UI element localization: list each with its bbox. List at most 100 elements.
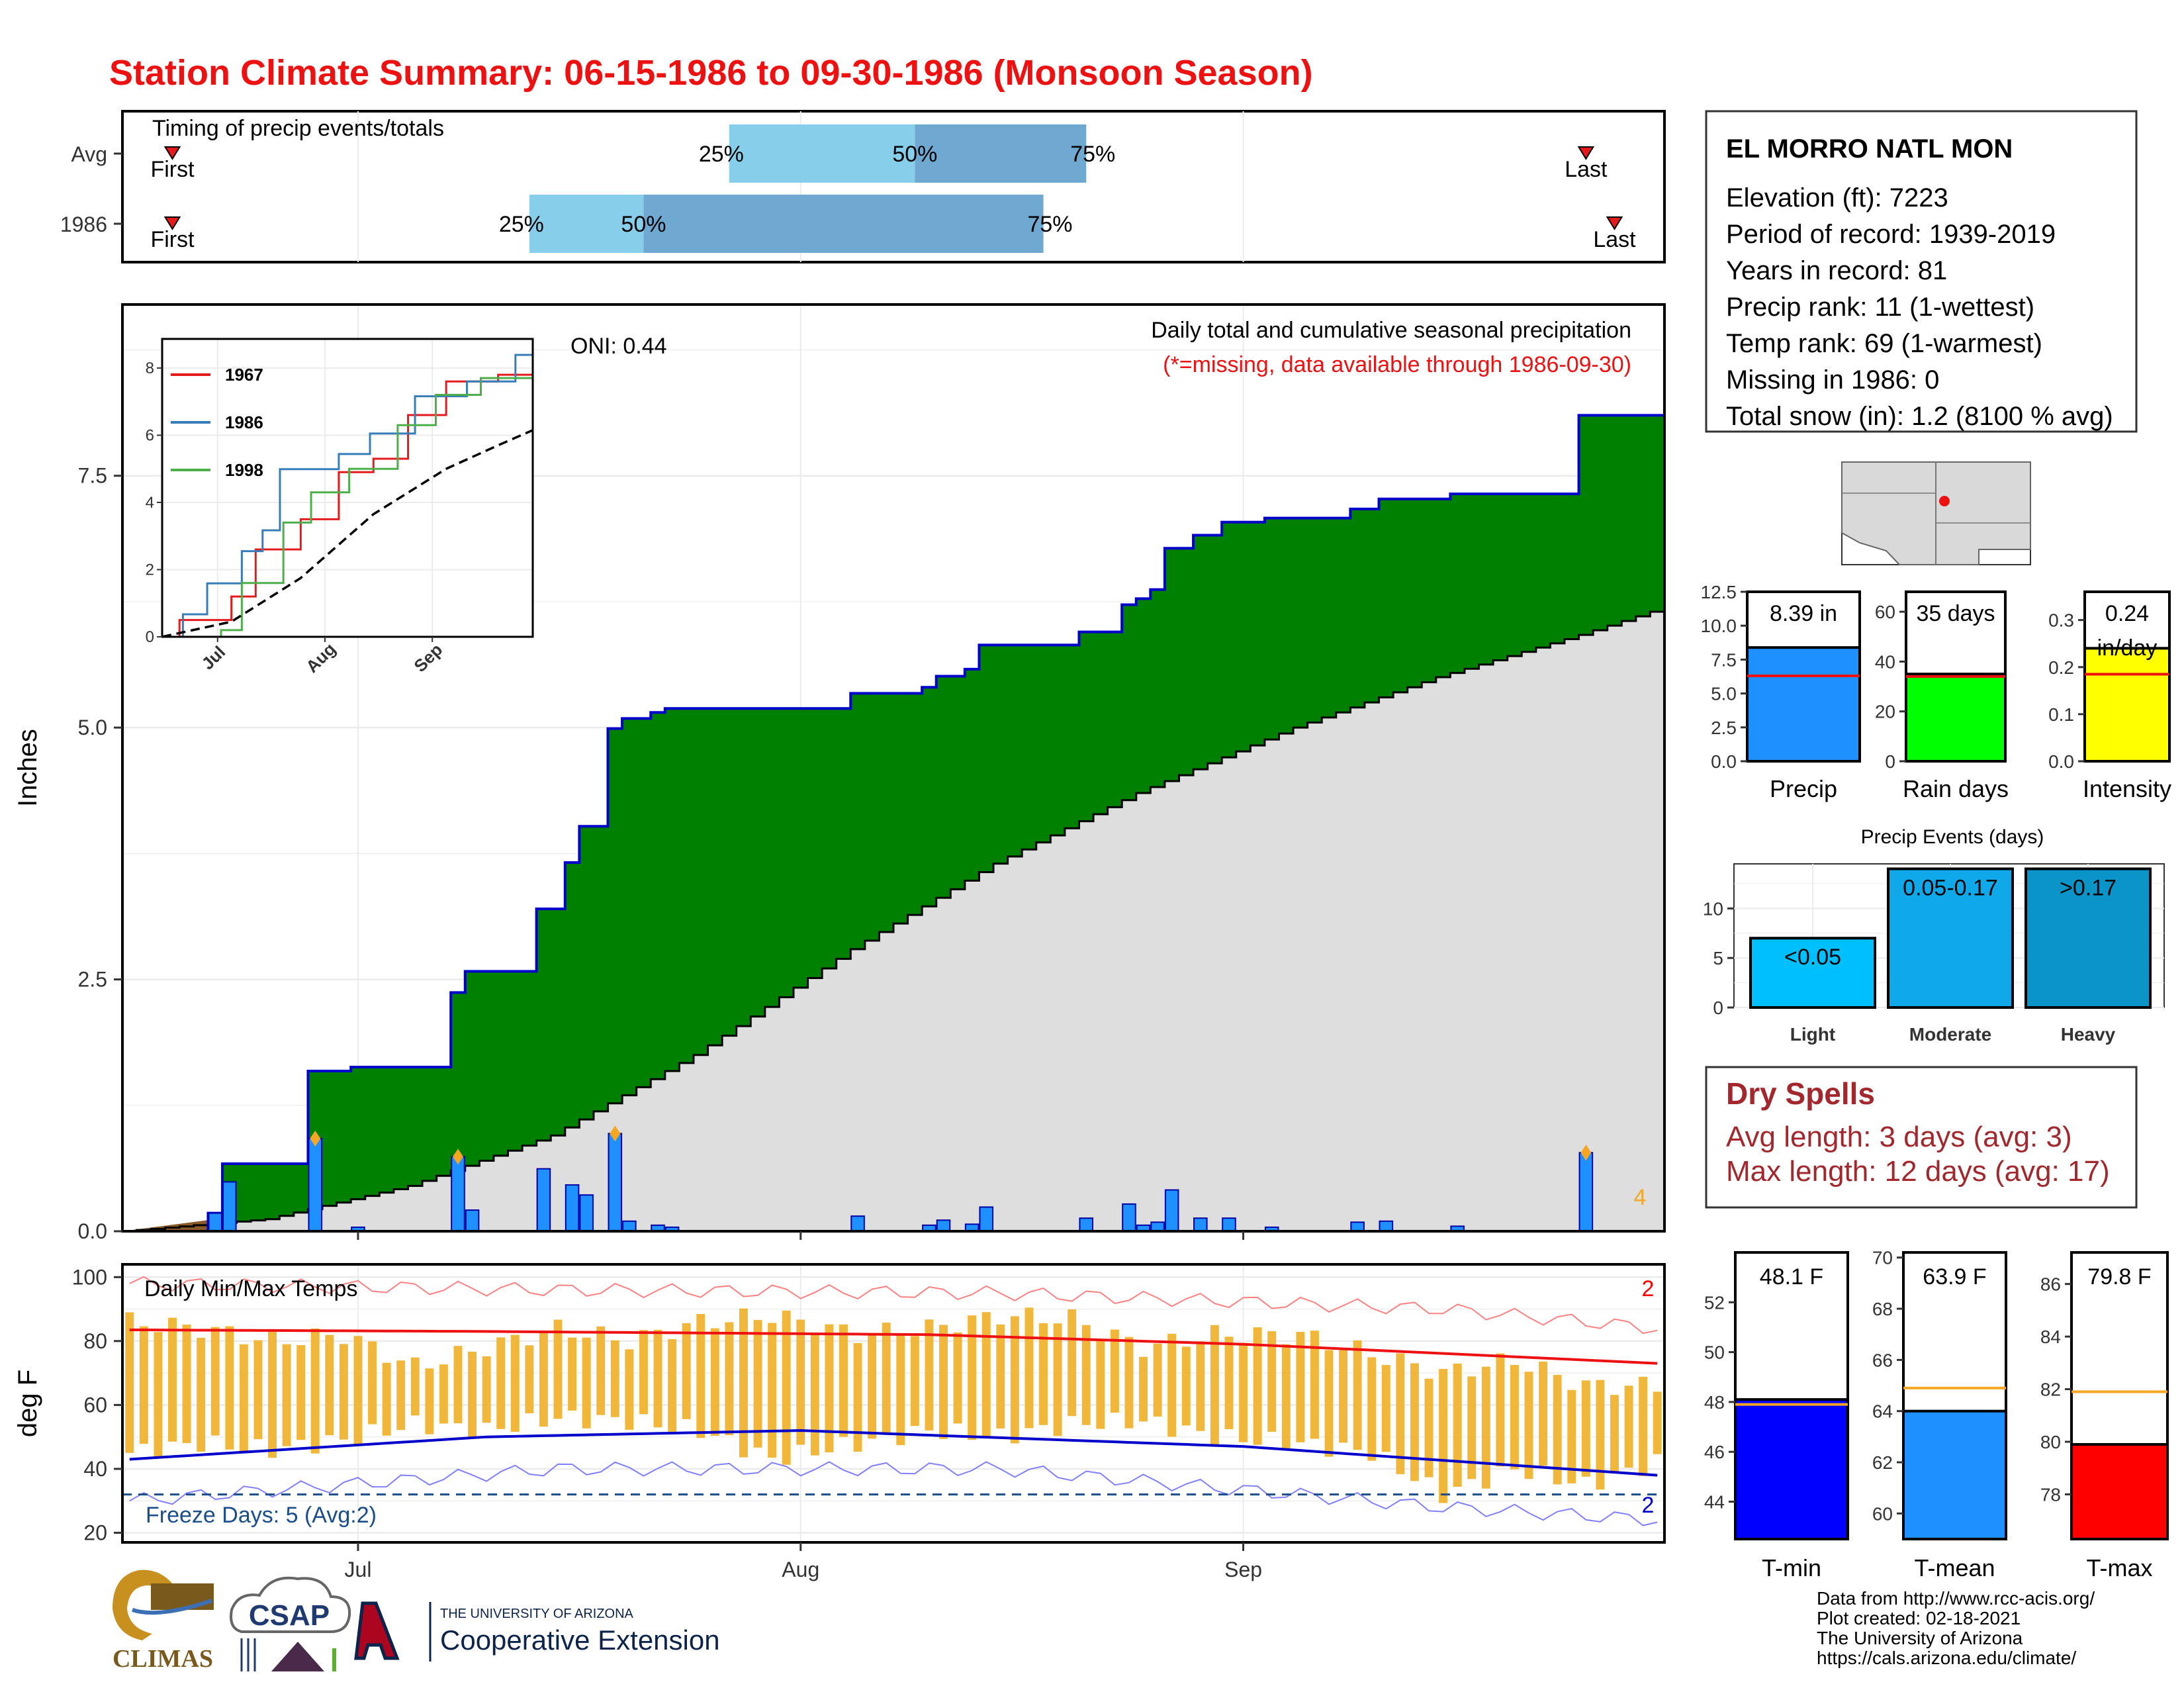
daily-temp-bar (539, 1331, 548, 1427)
daily-temp-bar (1239, 1342, 1248, 1442)
temp-bar-tick-label: 62 (1872, 1452, 1893, 1473)
season-bar-tick-label: 0.2 (2048, 657, 2074, 678)
daily-precip-bar (1578, 1152, 1594, 1232)
timing-last-label: Last (1565, 157, 1608, 182)
daily-temp-bar (410, 1357, 420, 1416)
daily-temp-bar (1353, 1340, 1362, 1450)
tmax-avg-line (129, 1328, 1658, 1365)
daily-temp-bar (696, 1313, 705, 1438)
daily-temp-bar (1139, 1356, 1148, 1422)
timing-first-label: First (150, 157, 195, 182)
daily-temp-bar (1639, 1376, 1648, 1476)
daily-temp-bar (653, 1329, 662, 1428)
precip-y-tick-label: 5.0 (78, 716, 107, 739)
temp-bar (2070, 1442, 2169, 1540)
daily-temp-bar (1424, 1378, 1433, 1477)
temps-frame (121, 1263, 1666, 1544)
temp-bar-tick-label: 84 (2040, 1327, 2061, 1347)
season-bar-tick-label: 2.5 (1711, 718, 1737, 738)
daily-temp-bar (796, 1319, 805, 1445)
precip-events-chart: Precip Events (days) <0.05 Light 0.05-0.17… (1703, 826, 2165, 1045)
locator-map (1841, 461, 2031, 565)
csap-mountain (271, 1642, 324, 1671)
heavy-event-marker (610, 1125, 621, 1142)
temp-bar-tick-label: 66 (1872, 1350, 1893, 1370)
daily-temp-bar (1281, 1344, 1291, 1450)
timing-row-label: 1986 (60, 212, 107, 236)
daily-precip-bar (1122, 1203, 1136, 1233)
daily-temp-bar (1053, 1323, 1062, 1436)
temp-bar (1734, 1398, 1849, 1540)
timing-first-marker (163, 146, 181, 160)
daily-temp-bar (1210, 1325, 1219, 1446)
precip-y-tick-label: 0.0 (78, 1219, 107, 1243)
timing-bar-upper (915, 124, 1087, 183)
daily-temp-bar (1324, 1350, 1334, 1457)
daily-precip-bar (222, 1181, 237, 1233)
daily-precip-bar (308, 1138, 323, 1232)
daily-temp-bar (625, 1349, 634, 1430)
temp-bar-tick-label: 68 (1872, 1299, 1893, 1319)
daily-temp-bar (710, 1328, 719, 1436)
timing-last-marker (1606, 216, 1623, 230)
daily-temp-bar (525, 1345, 534, 1413)
daily-temp-bar (981, 1312, 991, 1438)
temp-bar-tick-label: 44 (1704, 1492, 1725, 1513)
daily-precip-bar (608, 1133, 623, 1233)
events-bar (1887, 867, 2014, 1009)
daily-temp-bar (510, 1335, 520, 1432)
daily-temp-bar (125, 1312, 134, 1453)
inset-y-tick-label: 6 (146, 426, 154, 444)
station-info-box: EL MORRO NATL MON Elevation (ft): 7223 Pe… (1705, 110, 2138, 433)
daily-temp-bar (810, 1335, 819, 1456)
credit-line: Data from http://www.rcc-acis.org/ (1817, 1588, 2095, 1609)
daily-temp-bar (1081, 1325, 1091, 1425)
temp-bar-tick-label: 64 (1872, 1401, 1893, 1422)
temp-bar-tick-label: 78 (2040, 1484, 2061, 1505)
season-bar (1746, 646, 1861, 763)
daily-precip-bar (1193, 1217, 1208, 1233)
events-bar (1749, 937, 1876, 1009)
season-bar-value: 8.39 in (1770, 601, 1837, 626)
inset-y-tick-label: 0 (146, 628, 154, 646)
daily-precip-bar (208, 1212, 223, 1232)
daily-temp-bar (825, 1324, 834, 1452)
daily-temp-bar (1581, 1380, 1590, 1477)
daily-temp-bar (310, 1328, 320, 1454)
timing-bar-upper (643, 195, 1044, 253)
daily-precip-bar (1150, 1221, 1165, 1232)
temp-bar-value: 63.9 F (1923, 1264, 1986, 1289)
daily-temp-bar (868, 1335, 877, 1439)
daily-temp-bar (910, 1336, 919, 1427)
station-info-line: Elevation (ft): 7223 (1726, 183, 1948, 212)
daily-temp-bar (739, 1308, 748, 1458)
daily-temp-bar (453, 1346, 463, 1424)
season-bar-unit: in/day (2097, 635, 2158, 661)
deficit-area (122, 1219, 216, 1231)
daily-temp-bar (1110, 1329, 1119, 1413)
daily-temp-bar (782, 1310, 791, 1465)
season-bar-tick-label: 20 (1875, 702, 1895, 722)
csap-rain (240, 1638, 256, 1671)
station-info-line: Precip rank: 11 (1-wettest) (1726, 293, 2034, 322)
daily-temp-bar (853, 1342, 862, 1452)
daily-temp-bar (953, 1332, 962, 1424)
inset-legend-label: 1998 (225, 460, 263, 480)
daily-temp-bar (296, 1344, 306, 1440)
temps-y-tick-label: 80 (83, 1329, 107, 1353)
daily-temp-bar (1224, 1336, 1234, 1429)
precip-y-label: Inches (13, 729, 42, 807)
temp-bar-tick-label: 50 (1704, 1342, 1725, 1363)
events-bar (2025, 867, 2152, 1009)
season-bar-tick-label: 10.0 (1701, 616, 1737, 636)
temp-bar-tick-label: 60 (1872, 1503, 1893, 1524)
temp-bar-tick-label: 86 (2040, 1274, 2061, 1295)
inset-series-line (161, 429, 533, 638)
temp-bar-name: T-max (2086, 1554, 2152, 1581)
precip-y-tick-label: 2.5 (78, 968, 107, 992)
season-bar-tick-label: 5.0 (1711, 684, 1737, 704)
daily-temp-bar (1510, 1364, 1519, 1470)
daily-temp-bar (496, 1337, 506, 1429)
daily-temp-bar (939, 1325, 948, 1439)
temp-bar-value: 79.8 F (2087, 1264, 2151, 1289)
